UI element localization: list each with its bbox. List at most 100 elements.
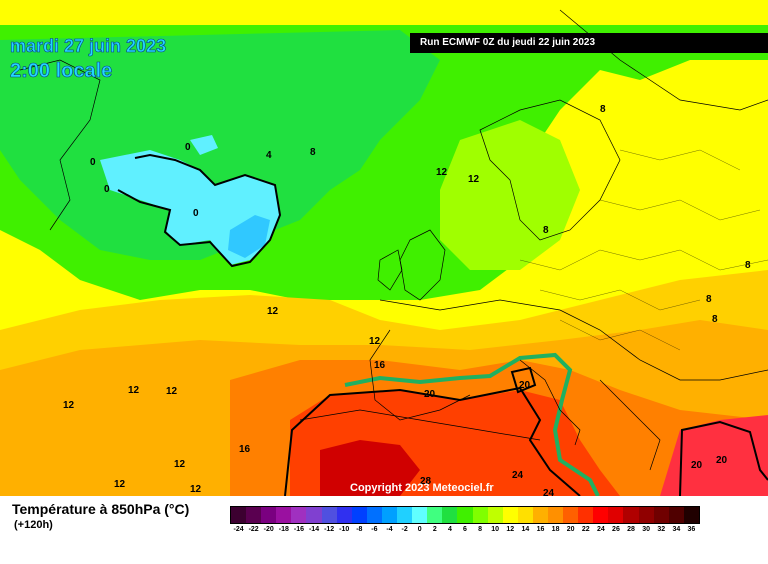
zone-red-east: [660, 415, 768, 496]
colorbar-swatch: [502, 507, 518, 523]
contour-label: 12: [63, 400, 75, 411]
colorbar-swatch: [457, 507, 473, 523]
contour-label: 20: [424, 389, 436, 400]
forecast-date: mardi 27 juin 2023: [10, 36, 167, 57]
zone-light-green-scandinavia: [440, 120, 580, 270]
isotherm-0: [117, 153, 282, 268]
colorbar-tick-label: -24: [233, 526, 244, 533]
contour-label: 12: [190, 484, 202, 495]
colorbar-tick-label: -6: [371, 526, 378, 533]
colorbar-tick-label: -18: [278, 526, 289, 533]
contour-label: 0: [193, 208, 199, 219]
contour-label: 16: [374, 360, 386, 371]
colorbar-tick-label: 32: [657, 526, 666, 533]
colorbar-tick-label: 36: [687, 526, 696, 533]
colorbar-swatch: [593, 507, 609, 523]
colorbar-tick-label: -10: [339, 526, 350, 533]
colorbar-ticks: -24 -22 -20 -18 -16 -14 -12 -10 -8 -6 -4 -2 0 2 4 6 8 10 1…: [230, 526, 700, 538]
colorbar-swatch: [563, 507, 579, 523]
contour-label: 12: [267, 306, 279, 317]
contour-label: 4: [266, 150, 272, 161]
colorbar-tick-label: -2: [401, 526, 408, 533]
colorbar-swatch: [608, 507, 624, 523]
contour-label: 8: [543, 225, 549, 236]
forecast-time: 2:00 locale: [10, 60, 113, 83]
colorbar-tick-label: 14: [521, 526, 530, 533]
colorbar-swatch: [351, 507, 367, 523]
zone-ice-small: [190, 135, 218, 155]
colorbar-tick-label: 10: [491, 526, 500, 533]
colorbar-tick-label: 24: [596, 526, 605, 533]
colorbar-tick-label: 6: [463, 526, 467, 533]
contour-label: 20: [716, 455, 728, 466]
colorbar-swatch: [291, 507, 307, 523]
contour-label: 12: [468, 174, 480, 185]
contour-label: 8: [745, 260, 751, 271]
contour-label: 8: [310, 147, 316, 158]
contour-label: 8: [600, 104, 606, 115]
contour-label: 12: [114, 479, 126, 490]
colorbar-tick-label: -4: [386, 526, 393, 533]
colorbar-tick-label: 30: [642, 526, 651, 533]
colorbar-tick-label: 34: [672, 526, 681, 533]
contour-label: 28: [420, 476, 432, 487]
contour-label: 8: [712, 314, 718, 325]
coastlines: [19, 9, 768, 471]
colorbar-tick-label: -8: [356, 526, 363, 533]
colorbar-tick-label: 26: [612, 526, 620, 533]
colorbar-tick-label: 0: [417, 526, 422, 533]
colorbar-tick-label: 28: [627, 526, 635, 533]
colorbar-swatch: [532, 507, 548, 523]
contour-label: 24: [543, 488, 555, 496]
contour-label: 0: [185, 142, 191, 153]
colorbar-swatch: [683, 507, 699, 523]
contour-label: 12: [436, 167, 448, 178]
legend-subtitle: (+120h): [14, 519, 53, 531]
colorbar-swatch: [366, 507, 382, 523]
contour-label: 12: [174, 459, 186, 470]
colorbar-tick-label: 4: [447, 526, 452, 533]
colorbar-tick-label: -12: [324, 526, 335, 533]
colorbar-tick-label: 16: [536, 526, 545, 533]
colorbar-swatch: [623, 507, 639, 523]
colorbar-swatch: [653, 507, 669, 523]
colorbar-swatch: [547, 507, 564, 523]
contour-label: 8: [706, 294, 712, 305]
legend-title: Température à 850hPa (°C): [12, 501, 190, 517]
copyright: Copyright 2023 Meteociel.fr: [350, 482, 494, 494]
colorbar-swatch: [668, 507, 684, 523]
isotherm-20: [284, 386, 581, 496]
contour-label: 20: [691, 460, 703, 471]
colorbar-swatch: [442, 507, 458, 523]
colorbar-swatch: [246, 507, 262, 523]
colorbar-swatch: [427, 507, 443, 523]
green-front-line: [344, 352, 600, 496]
colorbar-swatch: [261, 507, 277, 523]
colorbar-tick-label: -22: [248, 526, 259, 533]
contour-label: 12: [369, 336, 381, 347]
country-borders: [519, 149, 768, 351]
colorbar-tick-label: -14: [308, 526, 320, 533]
colorbar-swatch: [638, 507, 654, 523]
colorbar-swatch: [276, 507, 292, 523]
isotherm-20-small: [510, 366, 537, 394]
contour-label: 0: [104, 184, 110, 195]
contour-labels: 0 0 0 0 0 4 8 8 8 8 8 8 12 12 12 12 12 1…: [63, 104, 751, 496]
zone-deep-blue: [228, 215, 270, 258]
contour-label: 16: [239, 444, 251, 455]
colorbar-swatch: [306, 507, 322, 523]
isotherm-20-east: [679, 420, 768, 496]
colorbar-swatch: [487, 507, 503, 523]
contour-label: 24: [512, 470, 524, 481]
colorbar-swatch: [472, 507, 488, 523]
colorbar-tick-label: 20: [566, 526, 575, 533]
zone-dark-red: [320, 440, 420, 496]
colorbar: [230, 506, 700, 524]
colorbar-swatch: [397, 507, 413, 523]
colorbar-swatch: [517, 507, 533, 523]
contour-label: 12: [128, 385, 140, 396]
colorbar-swatch: [412, 507, 428, 523]
colorbar-swatch: [336, 507, 352, 523]
colorbar-tick-label: 12: [506, 526, 515, 533]
colorbar-tick-label: -16: [293, 526, 304, 533]
